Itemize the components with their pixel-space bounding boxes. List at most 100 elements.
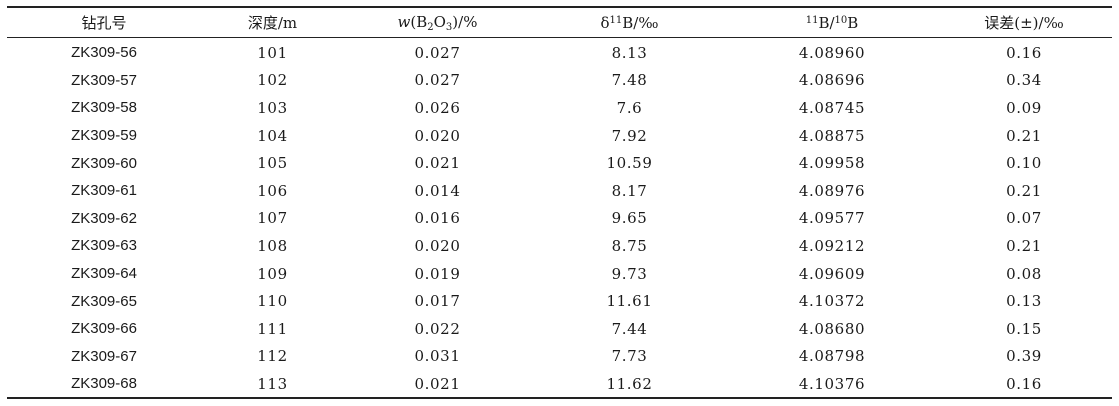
cell-b2o3: 0.014 [414,181,461,200]
cell-borehole-id: ZK309-67 [71,347,137,365]
header-b2o3-content: w(B2O3)/% [344,8,531,37]
cell-ratio: 4.08696 [798,71,866,90]
header-delta-pre: δ [600,13,610,32]
cell-b2o3: 0.027 [414,43,461,62]
cell-ratio: 4.09609 [798,264,866,283]
table-row: ZK309-56 101 0.027 8.13 4.08960 0.16 [7,37,1112,67]
cell-borehole-id: ZK309-63 [71,237,137,255]
header-b2o3-close: )/% [452,12,478,31]
cell-borehole-id: ZK309-60 [71,154,137,172]
cell-delta-b11: 7.92 [611,126,648,145]
cell-ratio: 4.09577 [798,209,866,228]
cell-borehole-id: ZK309-65 [71,292,137,310]
table-row: ZK309-59 104 0.020 7.92 4.08875 0.21 [7,122,1112,150]
cell-error: 0.21 [1006,236,1042,255]
cell-borehole-id: ZK309-66 [71,320,137,338]
table-row: ZK309-65 110 0.017 11.61 4.10372 0.13 [7,287,1112,315]
header-error: 误差(±)/‰ [984,14,1064,32]
header-row: 钻孔号 深度/m w(B2O3)/% δ11B/‰ 11B/10B 误差(±)/… [7,8,1112,37]
cell-depth: 105 [257,154,288,173]
cell-depth: 111 [257,319,288,338]
bottom-rule [7,397,1112,399]
table-row: ZK309-62 107 0.016 9.65 4.09577 0.07 [7,205,1112,233]
cell-depth: 102 [257,71,288,90]
cell-depth: 103 [257,98,288,117]
cell-ratio: 4.08680 [798,319,866,338]
header-b2o3-var: w [397,12,411,31]
table-row: ZK309-67 112 0.031 7.73 4.08798 0.39 [7,343,1112,371]
cell-b2o3: 0.027 [414,71,461,90]
header-rule [7,37,1112,38]
header-ratio-sup1: 11 [805,14,819,26]
table-row: ZK309-58 103 0.026 7.6 4.08745 0.09 [7,94,1112,122]
cell-borehole-id: ZK309-59 [71,127,137,145]
cell-delta-b11: 7.73 [611,347,648,366]
header-delta-sup: 11 [609,14,623,26]
cell-b2o3: 0.021 [414,374,461,393]
cell-error: 0.09 [1006,98,1042,117]
cell-depth: 108 [257,236,288,255]
table-row: ZK309-63 108 0.020 8.75 4.09212 0.21 [7,232,1112,260]
cell-delta-b11: 8.75 [611,236,648,255]
cell-b2o3: 0.026 [414,98,461,117]
cell-error: 0.07 [1006,209,1042,228]
cell-delta-b11: 11.61 [606,292,653,311]
cell-borehole-id: ZK309-57 [71,71,137,89]
header-ratio-post: B [847,13,859,32]
cell-depth: 106 [257,181,288,200]
cell-delta-b11: 7.48 [611,71,648,90]
cell-b2o3: 0.031 [414,347,461,366]
cell-ratio: 4.10372 [798,292,866,311]
header-b2o3-mid: O [433,12,446,31]
cell-depth: 101 [257,43,288,62]
table-header: 钻孔号 深度/m w(B2O3)/% δ11B/‰ 11B/10B 误差(±)/… [7,8,1112,37]
cell-b2o3: 0.019 [414,264,461,283]
cell-b2o3: 0.021 [414,154,461,173]
cell-borehole-id: ZK309-64 [71,265,137,283]
cell-borehole-id: ZK309-61 [71,182,137,200]
cell-ratio: 4.08798 [798,347,866,366]
table-row: ZK309-64 109 0.019 9.73 4.09609 0.08 [7,260,1112,288]
cell-error: 0.15 [1006,319,1042,338]
cell-borehole-id: ZK309-62 [71,209,137,227]
cell-depth: 110 [257,292,288,311]
table-row: ZK309-57 102 0.027 7.48 4.08696 0.34 [7,67,1112,95]
cell-b2o3: 0.020 [414,236,461,255]
cell-depth: 107 [257,209,288,228]
header-b2o3-open: (B [410,12,428,31]
cell-b2o3: 0.020 [414,126,461,145]
boron-isotope-table: 钻孔号 深度/m w(B2O3)/% δ11B/‰ 11B/10B 误差(±)/… [7,8,1112,398]
cell-delta-b11: 10.59 [606,154,653,173]
cell-error: 0.13 [1006,292,1042,311]
cell-b2o3: 0.017 [414,292,461,311]
cell-error: 0.21 [1006,181,1042,200]
table-row: ZK309-66 111 0.022 7.44 4.08680 0.15 [7,315,1112,343]
cell-ratio: 4.08976 [798,181,866,200]
header-borehole: 钻孔号 [81,14,127,32]
header-delta-b11: δ11B/‰ [531,8,728,37]
cell-depth: 104 [257,126,288,145]
cell-delta-b11: 9.65 [611,209,648,228]
cell-error: 0.16 [1006,374,1042,393]
cell-b2o3: 0.016 [414,209,461,228]
table-row: ZK309-61 106 0.014 8.17 4.08976 0.21 [7,177,1112,205]
table-row: ZK309-68 113 0.021 11.62 4.10376 0.16 [7,370,1112,398]
cell-delta-b11: 9.73 [611,264,648,283]
cell-delta-b11: 8.17 [611,181,648,200]
header-b2o3-sub1: 2 [427,21,434,33]
cell-delta-b11: 8.13 [611,43,648,62]
cell-b2o3: 0.022 [414,319,461,338]
top-rule [7,6,1112,8]
header-delta-post: B/‰ [622,13,659,32]
cell-ratio: 4.09212 [798,236,866,255]
header-depth: 深度/m [247,14,298,32]
cell-borehole-id: ZK309-58 [71,99,137,117]
cell-borehole-id: ZK309-56 [71,44,137,62]
header-ratio-mid: B/ [818,13,835,32]
cell-ratio: 4.08745 [798,98,866,117]
cell-delta-b11: 11.62 [606,374,653,393]
table-body: ZK309-56 101 0.027 8.13 4.08960 0.16 ZK309-57 1… [7,37,1112,398]
cell-delta-b11: 7.6 [616,98,643,117]
cell-ratio: 4.08875 [798,126,866,145]
